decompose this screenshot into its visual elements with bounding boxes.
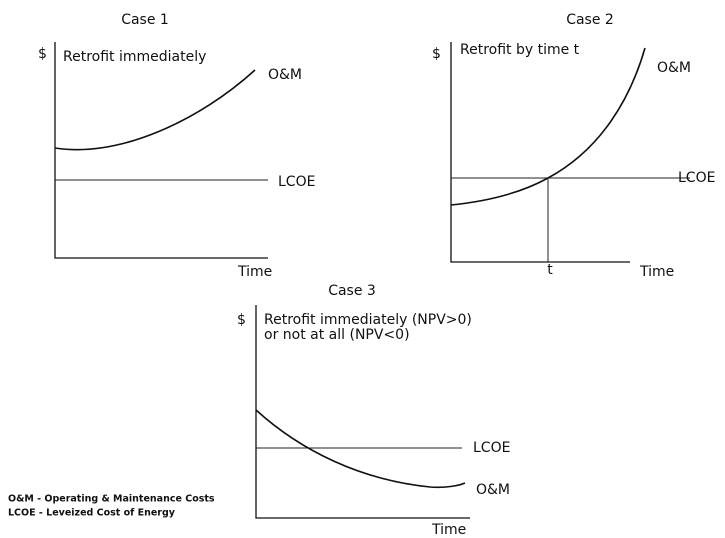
y-axis-label: $ (432, 46, 441, 62)
x-axis-label: Time (237, 264, 272, 280)
case-3-panel: Case 3 $ Retrofit immediately (NPV>0) or… (237, 283, 510, 538)
line-label: LCOE (678, 170, 715, 186)
y-axis-label: $ (38, 46, 47, 62)
panel-subtitle: Retrofit by time t (460, 42, 580, 58)
panel-title: Case 3 (328, 283, 376, 299)
curve-label: O&M (268, 67, 302, 83)
case-2-panel: Case 2 $ Retrofit by time t t Time O&M L… (432, 12, 715, 280)
case-1-panel: Case 1 $ Retrofit immediately Time O&M L… (38, 12, 315, 280)
panel-subtitle: Retrofit immediately (NPV>0) (264, 312, 472, 328)
om-curve (255, 409, 466, 489)
panel-title: Case 1 (121, 12, 169, 28)
note: O&M - Operating & Maintenance Costs (8, 494, 215, 505)
curve-label: O&M (476, 482, 510, 498)
panel-title: Case 2 (566, 12, 614, 28)
axes (450, 42, 630, 263)
abbreviation-notes: O&M - Operating & Maintenance Costs LCOE… (8, 494, 215, 519)
om-curve (54, 69, 256, 151)
line-label: LCOE (278, 174, 315, 190)
om-curve (450, 47, 646, 206)
axes (54, 42, 268, 259)
note: LCOE - Leveized Cost of Energy (8, 508, 176, 519)
t-label: t (547, 262, 553, 278)
curve-label: O&M (657, 60, 691, 76)
panel-subtitle: Retrofit immediately (63, 49, 206, 65)
line-label: LCOE (473, 440, 510, 456)
x-axis-label: Time (431, 522, 466, 538)
axes (255, 305, 470, 519)
y-axis-label: $ (237, 312, 246, 328)
x-axis-label: Time (639, 264, 674, 280)
panel-subtitle: or not at all (NPV<0) (264, 327, 410, 343)
